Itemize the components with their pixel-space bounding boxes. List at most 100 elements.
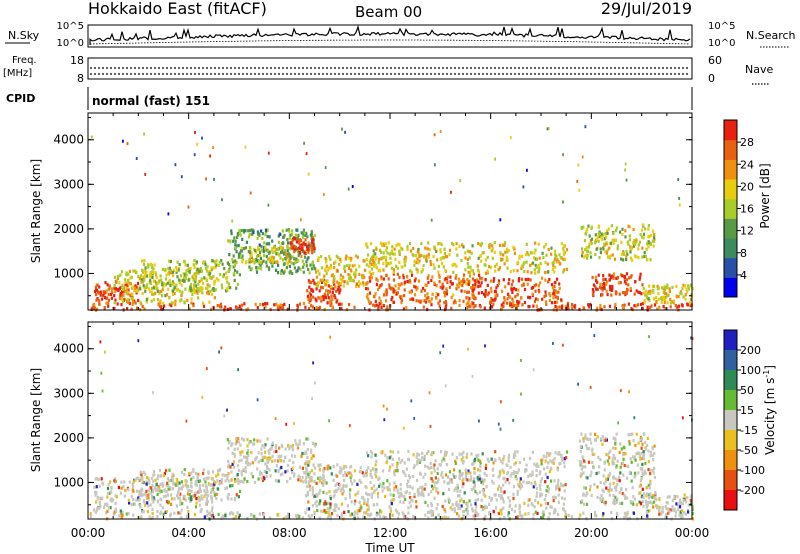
data-point [649, 494, 652, 498]
data-point [220, 283, 223, 287]
data-point [331, 297, 334, 301]
data-point [310, 479, 313, 483]
data-point [182, 497, 185, 501]
data-point [236, 479, 239, 483]
data-point [504, 241, 507, 245]
data-point [225, 271, 228, 275]
colorbar-swatch [724, 198, 737, 219]
data-point [326, 510, 329, 514]
data-point [114, 290, 117, 294]
data-point [523, 501, 526, 505]
data-point [306, 448, 309, 452]
data-point [602, 489, 605, 494]
data-point [135, 289, 138, 293]
data-point [653, 233, 656, 237]
data-point [480, 505, 483, 509]
data-point [415, 288, 418, 292]
data-point [250, 451, 253, 455]
data-point [292, 246, 295, 250]
colorbar-swatch [724, 370, 737, 391]
data-point [594, 233, 597, 237]
data-point [651, 501, 654, 505]
data-point [448, 253, 451, 257]
data-point [257, 266, 261, 270]
data-point [365, 474, 368, 478]
data-point [619, 442, 622, 446]
data-point [614, 302, 617, 307]
data-point [103, 296, 107, 300]
data-point [285, 266, 288, 270]
data-point [484, 294, 487, 298]
data-point [655, 498, 658, 502]
data-point [649, 305, 652, 309]
data-point [385, 516, 388, 520]
data-point [533, 284, 536, 288]
data-point [585, 229, 588, 233]
data-point [140, 515, 143, 519]
data-point [454, 459, 457, 463]
data-point [146, 510, 149, 514]
data-point [357, 516, 360, 520]
data-point [366, 500, 369, 504]
data-point [266, 302, 269, 306]
data-point [366, 295, 369, 299]
time-tick-label: 20:00 [574, 526, 609, 540]
data-point [159, 482, 162, 486]
data-point [427, 280, 430, 285]
data-point [260, 447, 263, 451]
data-point [241, 260, 244, 264]
data-point [306, 490, 309, 494]
data-point [319, 278, 322, 282]
data-point [249, 246, 252, 250]
data-point [537, 284, 541, 288]
data-point [259, 472, 262, 476]
data-point [171, 292, 174, 296]
data-point [194, 505, 198, 509]
data-point [566, 301, 569, 305]
data-point [232, 460, 236, 464]
data-point [240, 228, 243, 233]
data-point [194, 280, 197, 284]
data-point [625, 257, 628, 262]
data-point [663, 300, 666, 305]
data-point [594, 241, 597, 245]
data-point [171, 472, 174, 476]
data-point [151, 497, 154, 501]
noise-point [617, 421, 619, 425]
data-point [655, 295, 658, 300]
data-point [298, 442, 301, 446]
data-point [529, 296, 532, 300]
data-point [149, 289, 152, 293]
data-point [329, 298, 332, 302]
data-point [253, 261, 256, 265]
data-point [580, 467, 583, 471]
data-point [251, 232, 254, 236]
data-point [190, 471, 193, 475]
noise-point [589, 385, 592, 389]
data-point [603, 482, 606, 486]
data-point [531, 450, 534, 454]
data-point [207, 482, 210, 486]
data-point [380, 275, 383, 279]
data-point [580, 226, 584, 230]
data-point [160, 489, 163, 493]
data-point [430, 465, 433, 469]
data-point [294, 233, 297, 237]
data-point [234, 239, 237, 243]
data-point [629, 432, 632, 437]
data-point [298, 475, 301, 480]
data-point [443, 453, 446, 457]
data-point [168, 479, 171, 483]
data-point [474, 502, 477, 506]
data-point [248, 441, 251, 445]
data-point [562, 484, 565, 488]
data-point [453, 507, 456, 511]
data-point [549, 294, 552, 298]
data-point [131, 296, 134, 300]
data-point [135, 306, 139, 310]
data-point [348, 303, 351, 307]
data-point [250, 255, 253, 260]
data-point [152, 270, 155, 275]
data-point [149, 271, 152, 275]
data-point [635, 289, 638, 293]
